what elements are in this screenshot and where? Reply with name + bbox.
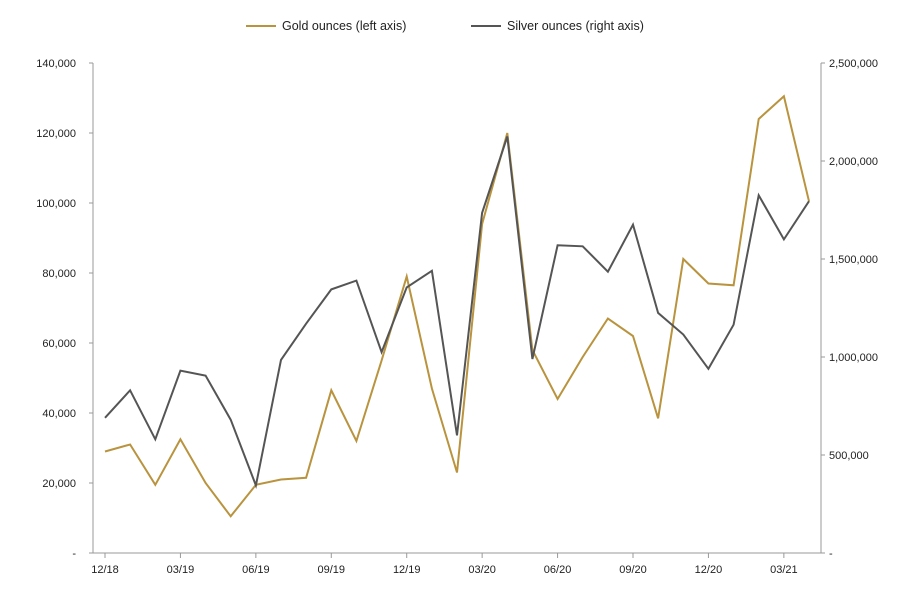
x-axis-tick-label: 06/20 <box>544 564 572 576</box>
left-axis-tick-label: 120,000 <box>36 128 76 140</box>
left-axis-tick-label: 20,000 <box>42 478 76 490</box>
x-axis-tick-label: 12/19 <box>393 564 421 576</box>
left-axis-tick-label: 100,000 <box>36 198 76 210</box>
right-axis-tick-label: 2,000,000 <box>829 156 878 168</box>
x-axis-tick-label: 09/19 <box>318 564 346 576</box>
axes: - 20,000 40,000 60,000 80,000 100,000 120,000 1… <box>36 58 878 576</box>
x-axis-tick-label: 03/19 <box>167 564 195 576</box>
x-axis-tick-label: 12/18 <box>91 564 119 576</box>
right-axis-tick-label: 500,000 <box>829 450 869 462</box>
x-axis-tick-label: 06/19 <box>242 564 270 576</box>
right-axis-tick-label: - <box>829 548 833 560</box>
series-lines <box>104 94 810 518</box>
legend: Gold ounces (left axis) Silver ounces (ri… <box>246 19 644 33</box>
right-axis-tick-label: 2,500,000 <box>829 58 878 70</box>
silver-ounces-line <box>104 136 810 489</box>
x-axis-tick-label: 12/20 <box>695 564 723 576</box>
left-axis-tick-label: 140,000 <box>36 58 76 70</box>
right-axis-tick-label: 1,000,000 <box>829 352 878 364</box>
left-axis-tick-label: 60,000 <box>42 338 76 350</box>
x-axis-tick-label: 03/21 <box>770 564 798 576</box>
gold-ounces-line <box>104 94 810 518</box>
x-axis-tick-label: 09/20 <box>619 564 647 576</box>
left-axis-tick-label: - <box>72 548 76 560</box>
x-axis-tick-label: 03/20 <box>468 564 496 576</box>
left-axis-tick-label: 40,000 <box>42 408 76 420</box>
left-axis-tick-label: 80,000 <box>42 268 76 280</box>
right-axis-tick-label: 1,500,000 <box>829 254 878 266</box>
legend-label: Silver ounces (right axis) <box>507 19 644 33</box>
legend-label: Gold ounces (left axis) <box>282 19 406 33</box>
